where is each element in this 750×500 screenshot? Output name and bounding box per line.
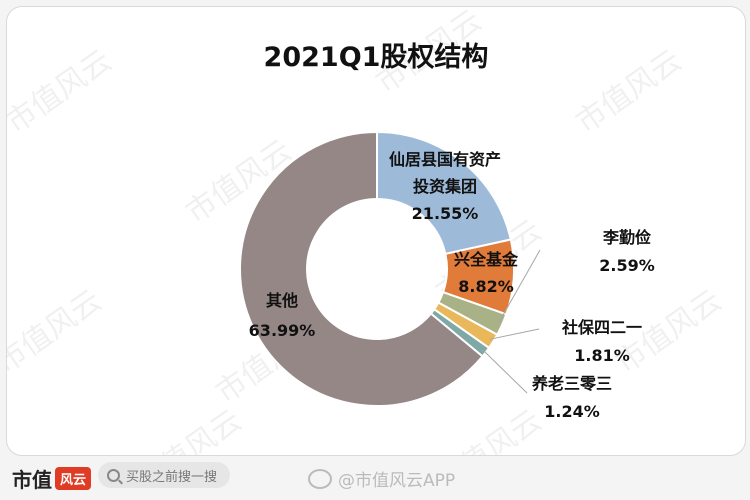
slice-label: 兴全基金 bbox=[454, 250, 519, 269]
slice-label: 投资集团 bbox=[413, 177, 477, 196]
slice-label: 仙居县国有资产 bbox=[389, 150, 501, 169]
footer-bar: 市值 风云 买股之前搜一搜 @市值风云APP bbox=[0, 456, 750, 500]
slice-label: 社保四二一 bbox=[561, 318, 642, 337]
weibo-handle: @市值风云APP bbox=[338, 471, 456, 491]
brand-logo[interactable]: 市值 风云 bbox=[12, 464, 92, 493]
chart-title: 2021Q1股权结构 bbox=[263, 42, 489, 73]
slice-label: 8.82% bbox=[458, 277, 514, 296]
weibo-watermark: @市值风云APP bbox=[308, 466, 455, 491]
slice-label: 1.81% bbox=[574, 346, 630, 365]
slice-label: 63.99% bbox=[249, 321, 316, 340]
search-placeholder: 买股之前搜一搜 bbox=[126, 469, 218, 485]
leader-line bbox=[482, 349, 528, 394]
slice-5 bbox=[239, 130, 484, 407]
chart-card: 市值风云市值风云市值风云市值风云市值风云市值风云市值风云市值风云市值风云市值风云… bbox=[6, 6, 746, 456]
brand-mark-icon: 风云 bbox=[55, 467, 92, 490]
search-icon bbox=[107, 468, 120, 482]
slice-label: 其他 bbox=[266, 291, 298, 310]
slice-label: 21.55% bbox=[412, 204, 479, 223]
slice-0 bbox=[376, 130, 512, 256]
leader-line bbox=[498, 249, 541, 324]
slice-label: 1.24% bbox=[544, 402, 600, 421]
leader-line bbox=[489, 328, 540, 340]
slice-label: 养老三零三 bbox=[531, 374, 612, 393]
search-box[interactable]: 买股之前搜一搜 bbox=[98, 462, 230, 488]
slice-label: 李勤俭 bbox=[602, 228, 651, 247]
brand-text: 市值 bbox=[12, 468, 52, 492]
weibo-icon bbox=[308, 468, 332, 489]
slice-label: 2.59% bbox=[599, 256, 655, 275]
